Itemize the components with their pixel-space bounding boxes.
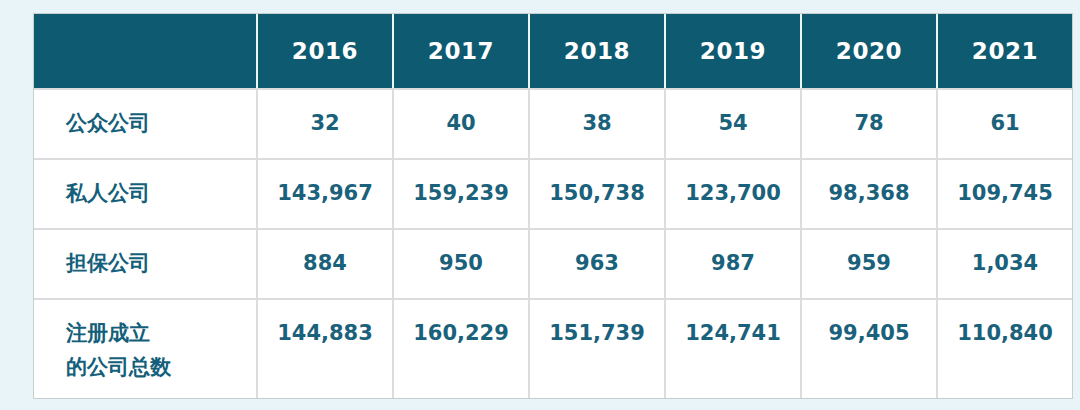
year-header-2016: 2016 xyxy=(256,14,392,88)
data-cell: 109,745 xyxy=(936,158,1072,228)
data-cell: 54 xyxy=(664,88,800,158)
data-cell: 144,883 xyxy=(256,298,392,398)
data-cell: 150,738 xyxy=(528,158,664,228)
table-row-guarantee-companies: 担保公司 884 950 963 987 959 1,034 xyxy=(34,228,1072,298)
company-registrations-table-wrap: 2016 2017 2018 2019 2020 2021 公众公司 32 40… xyxy=(33,13,1073,399)
row-label: 私人公司 xyxy=(34,158,256,228)
data-cell: 159,239 xyxy=(392,158,528,228)
data-cell: 32 xyxy=(256,88,392,158)
data-cell: 959 xyxy=(800,228,936,298)
data-cell: 110,840 xyxy=(936,298,1072,398)
data-cell: 151,739 xyxy=(528,298,664,398)
table-row-total-incorporated: 注册成立 的公司总数 144,883 160,229 151,739 124,7… xyxy=(34,298,1072,398)
row-label: 注册成立 的公司总数 xyxy=(34,298,256,398)
company-registrations-table: 2016 2017 2018 2019 2020 2021 公众公司 32 40… xyxy=(33,13,1073,399)
corner-header-cell xyxy=(34,14,256,88)
row-label: 公众公司 xyxy=(34,88,256,158)
table-header-row: 2016 2017 2018 2019 2020 2021 xyxy=(34,14,1072,88)
data-cell: 143,967 xyxy=(256,158,392,228)
data-cell: 160,229 xyxy=(392,298,528,398)
table-row-private-companies: 私人公司 143,967 159,239 150,738 123,700 98,… xyxy=(34,158,1072,228)
row-label: 担保公司 xyxy=(34,228,256,298)
year-header-2021: 2021 xyxy=(936,14,1072,88)
year-header-2017: 2017 xyxy=(392,14,528,88)
data-cell: 123,700 xyxy=(664,158,800,228)
data-cell: 98,368 xyxy=(800,158,936,228)
data-cell: 40 xyxy=(392,88,528,158)
year-header-2020: 2020 xyxy=(800,14,936,88)
data-cell: 1,034 xyxy=(936,228,1072,298)
year-header-2018: 2018 xyxy=(528,14,664,88)
data-cell: 950 xyxy=(392,228,528,298)
data-cell: 38 xyxy=(528,88,664,158)
data-cell: 124,741 xyxy=(664,298,800,398)
data-cell: 78 xyxy=(800,88,936,158)
year-header-2019: 2019 xyxy=(664,14,800,88)
table-row-public-companies: 公众公司 32 40 38 54 78 61 xyxy=(34,88,1072,158)
data-cell: 61 xyxy=(936,88,1072,158)
data-cell: 987 xyxy=(664,228,800,298)
data-cell: 99,405 xyxy=(800,298,936,398)
data-cell: 963 xyxy=(528,228,664,298)
data-cell: 884 xyxy=(256,228,392,298)
